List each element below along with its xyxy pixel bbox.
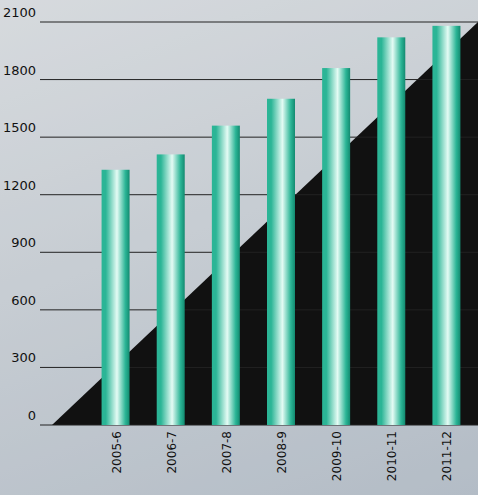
y-tick-label: 1200 [3, 178, 36, 193]
grid-line [40, 79, 478, 80]
bar [157, 154, 185, 425]
background [0, 0, 478, 495]
y-tick-label: 600 [11, 293, 36, 308]
bar [267, 99, 295, 425]
y-tick-label: 0 [28, 408, 36, 423]
grid-line [40, 22, 478, 23]
bar [212, 126, 240, 425]
chart-svg: 0 300 600 900 1200 1500 1800 2100 2005-6 2006-7 20… [0, 0, 478, 495]
x-tick-label: 2007-8 [220, 431, 234, 474]
bar [322, 68, 350, 425]
y-tick-label: 1500 [3, 120, 36, 135]
x-tick-label: 2010-11 [385, 431, 399, 481]
y-tick-label: 2100 [3, 5, 36, 20]
x-tick-label: 2005-6 [110, 431, 124, 474]
bar [377, 37, 405, 425]
y-tick-label: 900 [11, 235, 36, 250]
bar [102, 170, 130, 425]
x-tick-label: 2008-9 [275, 431, 289, 474]
x-tick-label: 2006-7 [165, 431, 179, 474]
bars [102, 26, 461, 425]
x-tick-label: 2009-10 [330, 431, 344, 481]
y-tick-label: 300 [11, 350, 36, 365]
background-triangle [52, 22, 478, 425]
x-tick-label: 2011-12 [440, 431, 454, 481]
y-tick-label: 1800 [3, 63, 36, 78]
chart-container: 0 300 600 900 1200 1500 1800 2100 2005-6 2006-7 20… [0, 0, 478, 495]
grid-line [40, 137, 478, 138]
bar [432, 26, 460, 425]
